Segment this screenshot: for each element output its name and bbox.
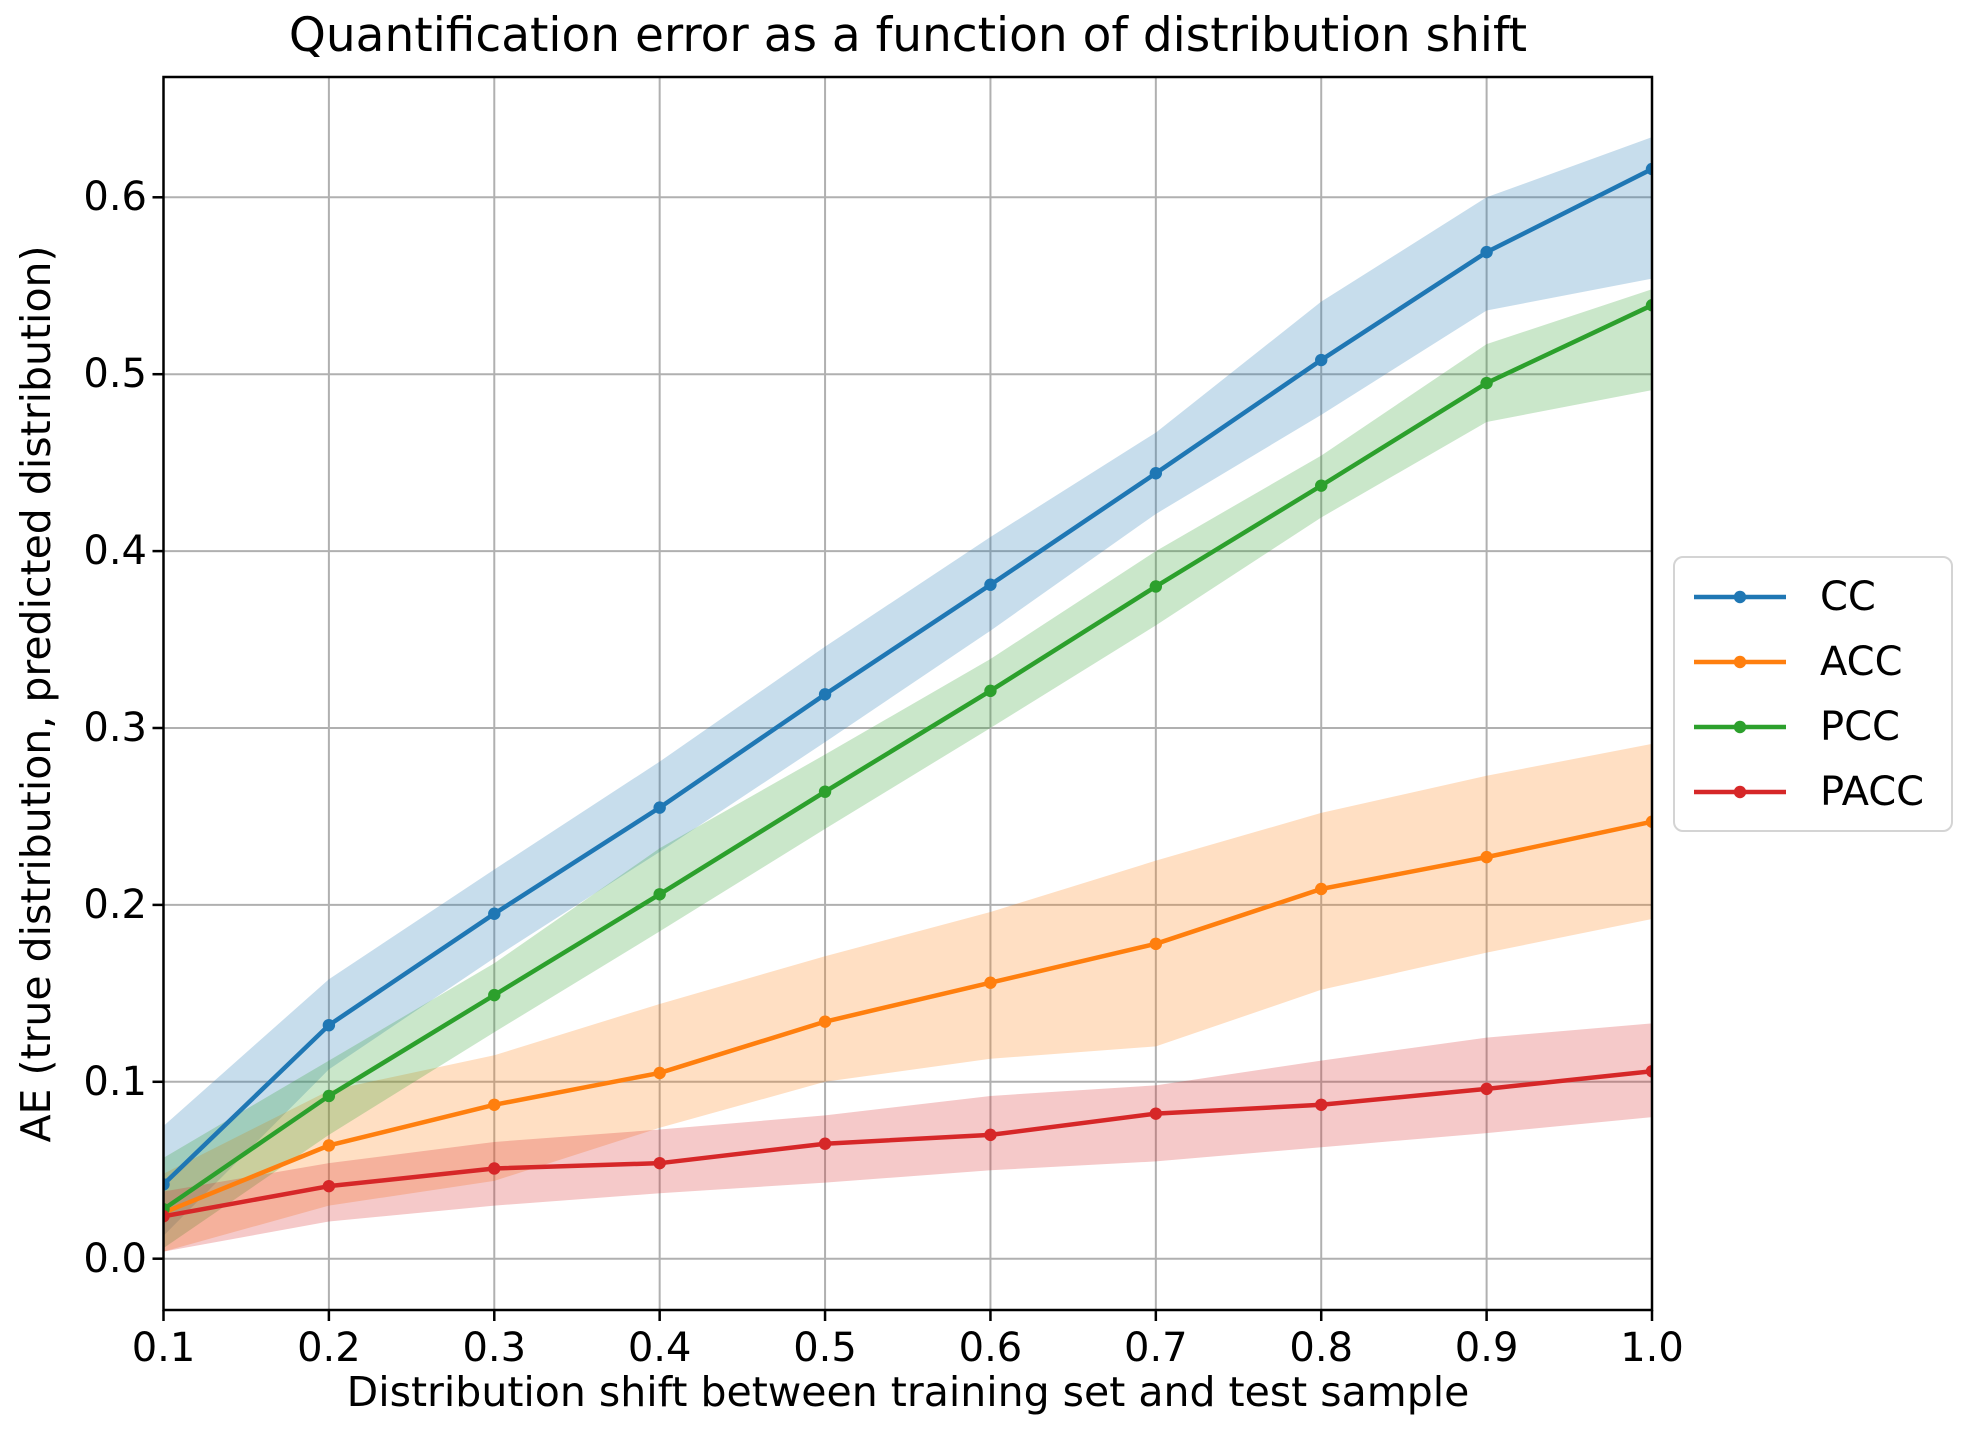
acc-marker-0.6	[984, 976, 997, 989]
pacc-marker-1.0	[1645, 1064, 1652, 1078]
acc-marker-0.9	[1480, 850, 1493, 864]
legend-item-cc: CC	[1692, 564, 1951, 629]
pcc-marker-0.9	[1480, 376, 1493, 390]
cc-marker-0.4	[653, 801, 666, 814]
cc-marker-0.6	[984, 578, 997, 591]
x-tick-label-0.1: 0.1	[131, 1325, 196, 1371]
legend-item-pacc: PACC	[1692, 759, 1951, 824]
pacc-marker-0.3	[488, 1162, 501, 1175]
cc-marker-0.7	[1149, 467, 1163, 480]
x-tick-label-0.4: 0.4	[627, 1325, 692, 1371]
acc-marker-0.5	[818, 1015, 832, 1028]
pcc-marker-0.6	[984, 684, 997, 698]
y-tick-label-0.6: 0.6	[83, 174, 147, 221]
legend-label-pcc: PCC	[1820, 703, 1900, 750]
pcc-marker-0.8	[1315, 479, 1328, 492]
y-tick-label-0.4: 0.4	[83, 528, 147, 575]
cc-marker-0.1	[163, 1178, 170, 1191]
x-tick-label-0.9: 0.9	[1454, 1325, 1519, 1371]
x-tick-label-0.3: 0.3	[462, 1325, 527, 1371]
pacc-marker-0.1	[163, 1210, 170, 1223]
pcc-marker-0.2	[322, 1089, 336, 1103]
pacc-marker-0.4	[653, 1156, 666, 1170]
x-tick-label-0.8: 0.8	[1289, 1325, 1354, 1371]
cc-confidence-band	[163, 137, 1652, 1236]
x-tick-label-0.5: 0.5	[793, 1325, 857, 1371]
legend-item-acc: ACC	[1692, 629, 1951, 694]
y-tick-label-0.0: 0.0	[83, 1235, 147, 1282]
acc-marker-0.4	[653, 1066, 666, 1080]
cc-marker-0.5	[818, 688, 832, 701]
acc-markers	[163, 815, 1652, 1219]
cc-marker-0.2	[322, 1018, 336, 1032]
legend-label-pacc: PACC	[1820, 768, 1925, 815]
cc-markers	[163, 162, 1652, 1191]
pcc-confidence-band	[163, 289, 1652, 1249]
pcc-line	[163, 302, 1652, 1212]
acc-marker-0.8	[1315, 882, 1328, 896]
pacc-marker-0.9	[1480, 1082, 1493, 1096]
y-tick-label-0.2: 0.2	[83, 881, 147, 928]
series-layer	[163, 137, 1652, 1252]
cc-marker-0.8	[1315, 353, 1328, 367]
y-tick-label-0.5: 0.5	[83, 351, 147, 398]
pacc-line	[163, 1068, 1652, 1219]
legend-label-cc: CC	[1820, 573, 1876, 620]
acc-confidence-band	[163, 743, 1652, 1252]
pcc-marker-0.4	[653, 888, 666, 901]
legend-line-sample-cc	[1694, 590, 1786, 603]
x-tick-label-0.2: 0.2	[297, 1325, 361, 1371]
x-tick-label-0.7: 0.7	[1124, 1325, 1188, 1371]
x-axis-label: Distribution shift between training set …	[346, 1368, 1470, 1416]
acc-marker-1.0	[1645, 815, 1652, 828]
chart-title: Quantification error as a function of di…	[288, 8, 1528, 63]
pcc-marker-0.7	[1149, 580, 1163, 593]
legend-line-sample-pcc	[1694, 720, 1786, 733]
axes-spines	[162, 75, 1654, 1312]
x-tick-label-1.0: 1.0	[1620, 1325, 1684, 1371]
legend-label-acc: ACC	[1820, 638, 1903, 685]
pacc-marker-0.8	[1315, 1098, 1328, 1111]
pacc-markers	[163, 1064, 1652, 1223]
pacc-marker-0.2	[322, 1179, 336, 1193]
pacc-marker-0.7	[1149, 1107, 1163, 1120]
pcc-markers	[163, 299, 1652, 1216]
cc-marker-0.3	[488, 907, 501, 920]
legend-line-sample-pacc	[1694, 785, 1786, 798]
pcc-marker-0.5	[818, 785, 832, 798]
legend: CC ACC PCC PACC	[1673, 556, 1953, 832]
y-tick-label-0.3: 0.3	[83, 704, 147, 751]
acc-marker-0.2	[322, 1139, 336, 1152]
acc-marker-0.3	[488, 1098, 501, 1111]
y-tick-label-0.1: 0.1	[83, 1058, 147, 1105]
cc-marker-1.0	[1645, 162, 1652, 176]
pacc-marker-0.5	[818, 1137, 832, 1150]
cc-line	[163, 166, 1652, 1187]
pacc-marker-0.6	[984, 1128, 997, 1142]
acc-line	[163, 819, 1652, 1215]
legend-item-pcc: PCC	[1692, 694, 1951, 759]
pcc-marker-0.3	[488, 988, 501, 1002]
acc-marker-0.7	[1149, 937, 1163, 951]
cc-marker-0.9	[1480, 245, 1493, 259]
pcc-marker-1.0	[1645, 299, 1652, 312]
legend-line-sample-acc	[1694, 655, 1786, 668]
x-tick-label-0.6: 0.6	[958, 1325, 1023, 1371]
